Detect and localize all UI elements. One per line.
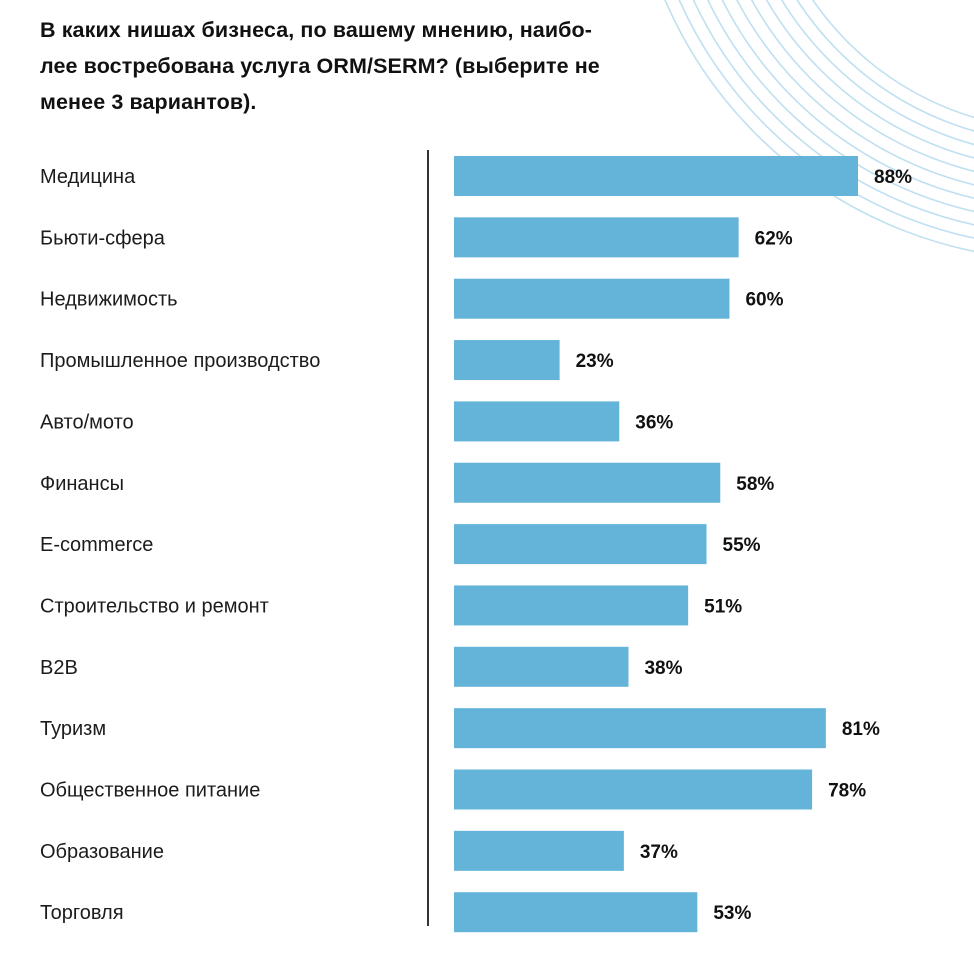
chart-title: В каких нишах бизнеса, по вашему мнению,…: [40, 12, 700, 120]
chart-title-line-3: менее 3 вариантов).: [40, 90, 257, 114]
value-label: 23%: [576, 351, 614, 372]
category-label: Финансы: [40, 473, 124, 495]
bar: [454, 217, 739, 258]
bar: [454, 769, 813, 810]
bar: [454, 892, 698, 933]
value-label: 58%: [736, 474, 774, 495]
value-label: 88%: [874, 167, 912, 188]
category-label: Недвижимость: [40, 289, 178, 311]
category-label: Туризм: [40, 718, 106, 740]
bar: [454, 646, 629, 687]
value-label: 38%: [644, 658, 682, 679]
value-label: 37%: [640, 842, 678, 863]
bar: [454, 401, 620, 442]
category-label: Бьюти-сфера: [40, 227, 166, 249]
category-label: Авто/мото: [40, 411, 134, 433]
value-label: 55%: [723, 535, 761, 556]
value-label: 62%: [755, 228, 793, 249]
chart-title-line-2: лее востребована услуга ORM/SERM? (выбер…: [40, 54, 600, 78]
bar: [454, 340, 560, 381]
value-label: 78%: [828, 781, 866, 802]
category-label: Медицина: [40, 166, 136, 188]
bar: [454, 524, 707, 565]
category-label: Общественное питание: [40, 780, 260, 802]
bar: [454, 708, 826, 749]
category-label: E-commerce: [40, 534, 153, 556]
chart-title-line-1: В каких нишах бизнеса, по вашему мнению,…: [40, 18, 593, 42]
bar: [454, 462, 721, 503]
bar: [454, 156, 858, 196]
category-label: B2B: [40, 657, 78, 679]
value-label: 51%: [704, 596, 742, 617]
category-label: Торговля: [40, 902, 124, 924]
category-label: Строительство и ремонт: [40, 595, 269, 617]
value-label: 60%: [745, 290, 783, 311]
value-label: 53%: [713, 903, 751, 924]
category-label: Промышленное производство: [40, 350, 320, 372]
category-label: Образование: [40, 841, 164, 863]
bar: [454, 830, 624, 871]
value-label: 36%: [635, 412, 673, 433]
bar: [454, 278, 730, 319]
bar: [454, 585, 689, 626]
value-label: 81%: [842, 719, 880, 740]
